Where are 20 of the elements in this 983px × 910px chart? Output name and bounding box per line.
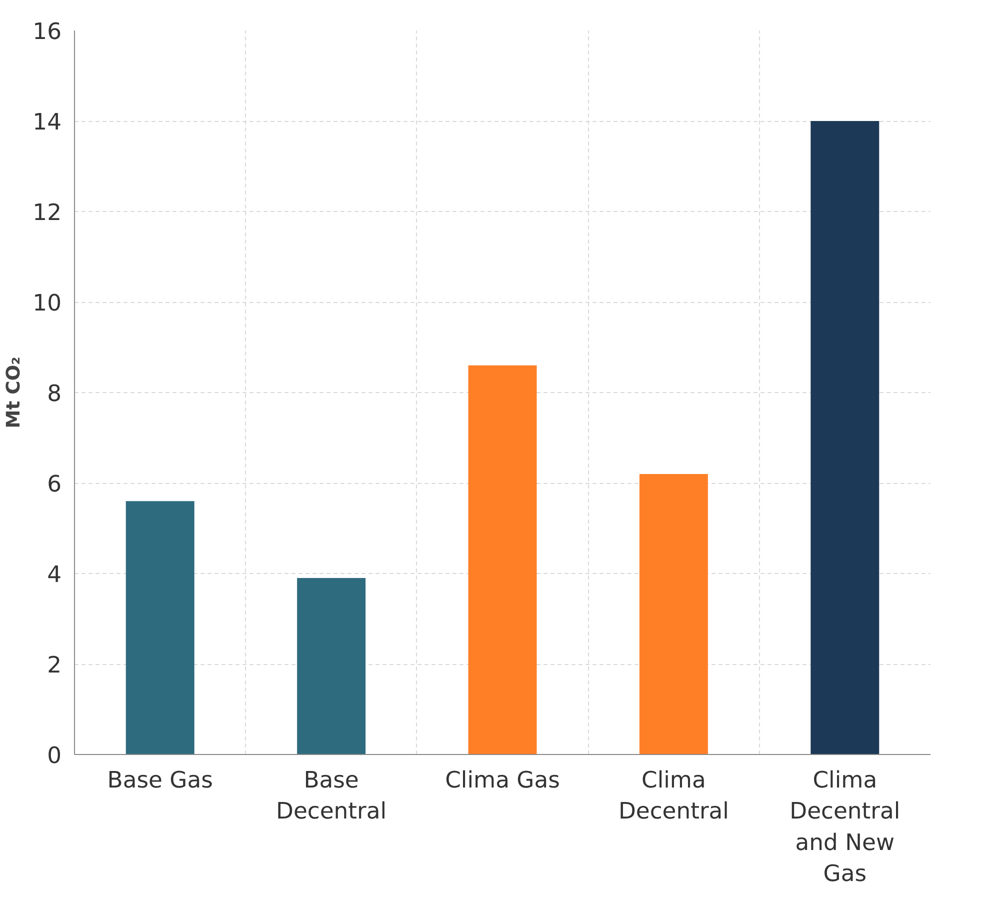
y-tick-label: 6 [47,472,62,498]
x-tick-label: Clima Decentral [618,768,729,825]
x-tick-label: Base Gas [107,768,213,794]
y-tick-label: 0 [47,743,62,769]
bar [468,365,537,754]
bar [810,121,880,754]
x-tick-label: Clima Decentral and New Gas [790,768,900,888]
y-tick-label: 12 [32,200,62,226]
bar [639,474,708,754]
y-tick-label: 4 [47,562,62,588]
y-tick-label: 10 [32,290,62,316]
bar [126,501,194,754]
y-tick-label: 14 [32,110,62,136]
x-tick-label: Clima Gas [445,768,560,794]
y-axis-title: Mt CO₂ [4,356,25,428]
y-tick-label: 16 [32,19,62,45]
x-tick-label: Base Decentral [276,768,387,825]
y-tick-label: 2 [47,652,62,678]
bar [297,578,366,754]
y-tick-label: 8 [47,381,62,407]
